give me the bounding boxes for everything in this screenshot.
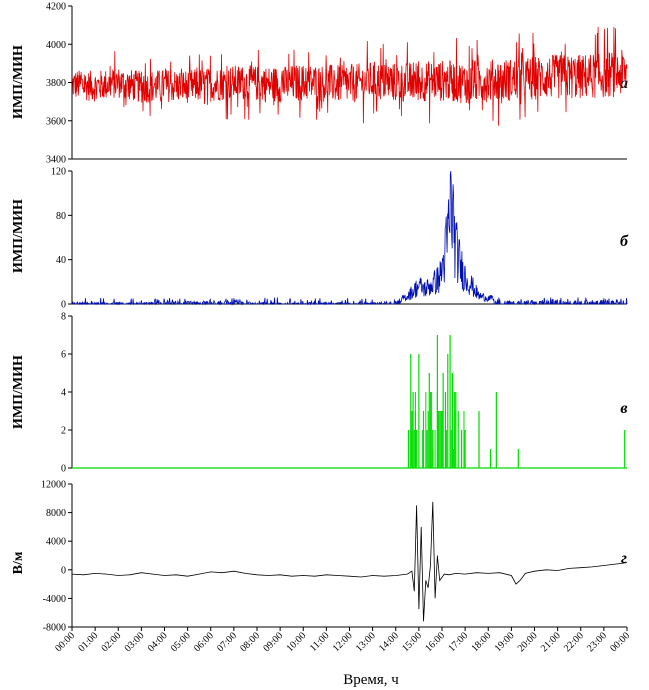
y-tick-label: 2 <box>61 426 66 437</box>
x-axis-label: Время, ч <box>343 672 399 688</box>
y-tick-label: 8000 <box>46 508 66 519</box>
x-axis: 00:00 01:00 02:00 03:00 04:00 05:00 06:00 07:00… <box>53 627 632 654</box>
x-tick-label: 16:00 <box>423 630 447 654</box>
y-tick-label: 3400 <box>46 155 66 166</box>
x-tick-label: 23:00 <box>585 630 609 654</box>
series-line <box>71 501 628 622</box>
y-axis-label: ИМП/МИН <box>11 45 26 119</box>
y-tick-label: -4000 <box>43 594 66 605</box>
y-tick-label: 80 <box>56 211 66 222</box>
x-tick-label: 07:00 <box>215 630 239 654</box>
y-tick-label: 0 <box>61 565 66 576</box>
y-axis-label: ИМП/МИН <box>11 355 26 429</box>
x-tick-label: 22:00 <box>562 630 586 654</box>
y-tick-label: 4 <box>61 388 66 399</box>
panel-a: 3400 3600 3800 4000 4200 ИМП/МИН а <box>11 2 628 166</box>
x-tick-label: 00:00 <box>608 630 632 654</box>
x-tick-label: 10:00 <box>284 630 308 654</box>
y-tick-label: 4200 <box>46 2 66 13</box>
panel-letter: б <box>620 233 629 250</box>
y-tick-label: 4000 <box>46 537 66 548</box>
y-tick-label: 0 <box>61 300 66 311</box>
x-tick-label: 18:00 <box>469 630 493 654</box>
x-tick-label: 12:00 <box>331 630 355 654</box>
x-tick-label: 20:00 <box>516 630 540 654</box>
panel-letter: а <box>620 75 628 92</box>
y-axis-label: В/м <box>11 551 26 574</box>
y-axis-label: ИМП/МИН <box>11 199 26 273</box>
x-tick-label: 13:00 <box>354 630 378 654</box>
x-tick-label: 01:00 <box>76 630 100 654</box>
y-tick-label: 6 <box>61 350 66 361</box>
panel-letter: в <box>620 400 627 417</box>
series-line <box>71 26 628 126</box>
panel-c: 0 2 4 6 8 ИМП/МИН в <box>11 312 628 475</box>
y-tick-label: 8 <box>61 312 66 323</box>
x-tick-label: 14:00 <box>377 630 401 654</box>
x-tick-label: 05:00 <box>169 630 193 654</box>
x-tick-label: 15:00 <box>400 630 424 654</box>
x-tick-label: 08:00 <box>238 630 262 654</box>
x-tick-label: 09:00 <box>261 630 285 654</box>
y-tick-label: 0 <box>61 464 66 475</box>
x-tick-label: 00:00 <box>53 630 77 654</box>
x-tick-label: 04:00 <box>146 630 170 654</box>
x-tick-label: 19:00 <box>493 630 517 654</box>
y-tick-label: 120 <box>51 167 66 178</box>
panel-b: 0 40 80 120 ИМП/МИН б <box>11 167 629 311</box>
x-tick-label: 17:00 <box>446 630 470 654</box>
x-tick-label: 06:00 <box>192 630 216 654</box>
x-tick-label: 11:00 <box>308 630 332 654</box>
y-tick-label: 12000 <box>41 480 66 491</box>
y-tick-label: 3600 <box>46 116 66 127</box>
x-tick-label: 03:00 <box>123 630 147 654</box>
panel-d: -8000 -4000 0 4000 8000 12000 В/м г <box>11 480 628 634</box>
x-tick-label: 21:00 <box>539 630 563 654</box>
y-tick-label: 4000 <box>46 40 66 51</box>
y-tick-label: -8000 <box>43 623 66 634</box>
x-tick-label: 02:00 <box>99 630 123 654</box>
series-line <box>71 170 628 306</box>
y-tick-label: 40 <box>56 255 66 266</box>
panel-letter: г <box>621 550 627 567</box>
y-tick-label: 3800 <box>46 78 66 89</box>
